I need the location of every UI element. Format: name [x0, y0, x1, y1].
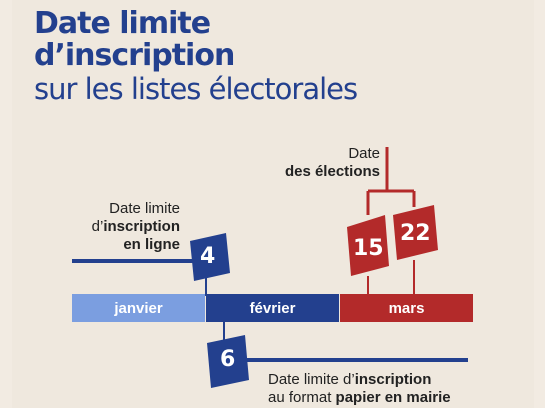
- round2-day: 22: [400, 221, 431, 246]
- round2-flag: [393, 205, 438, 260]
- paper-deadline-label-line1: Date limite d’inscription: [268, 371, 432, 388]
- online-deadline-flag: [190, 233, 230, 281]
- round1-day: 15: [353, 236, 384, 261]
- page-title-line1: Date limite: [34, 6, 211, 41]
- round1-flag: [347, 215, 389, 276]
- paper-deadline-label: Date limite d’inscription au format papi…: [268, 371, 498, 407]
- online-deadline-label-line2: d’inscription: [91, 218, 180, 235]
- paper-deadline-flag: [207, 335, 249, 388]
- month-february: février: [206, 294, 339, 322]
- month-january: janvier: [72, 294, 205, 322]
- paper-deadline-day: 6: [220, 347, 236, 372]
- page-title-line2: d’inscription: [34, 38, 235, 73]
- month-march: mars: [340, 294, 473, 322]
- elections-label-line1: Date: [348, 145, 380, 162]
- online-deadline-day: 4: [200, 244, 216, 269]
- paper-deadline-label-line2: au format papier en mairie: [268, 389, 451, 406]
- online-deadline-label-line3: en ligne: [123, 236, 180, 253]
- online-deadline-label: Date limite d’inscription en ligne: [60, 200, 180, 254]
- elections-label: Date des élections: [262, 145, 380, 181]
- online-deadline-label-line1: Date limite: [109, 200, 180, 217]
- elections-label-line2: des élections: [284, 163, 380, 180]
- infographic-card: [12, 0, 534, 408]
- page-subtitle: sur les listes électorales: [34, 72, 358, 106]
